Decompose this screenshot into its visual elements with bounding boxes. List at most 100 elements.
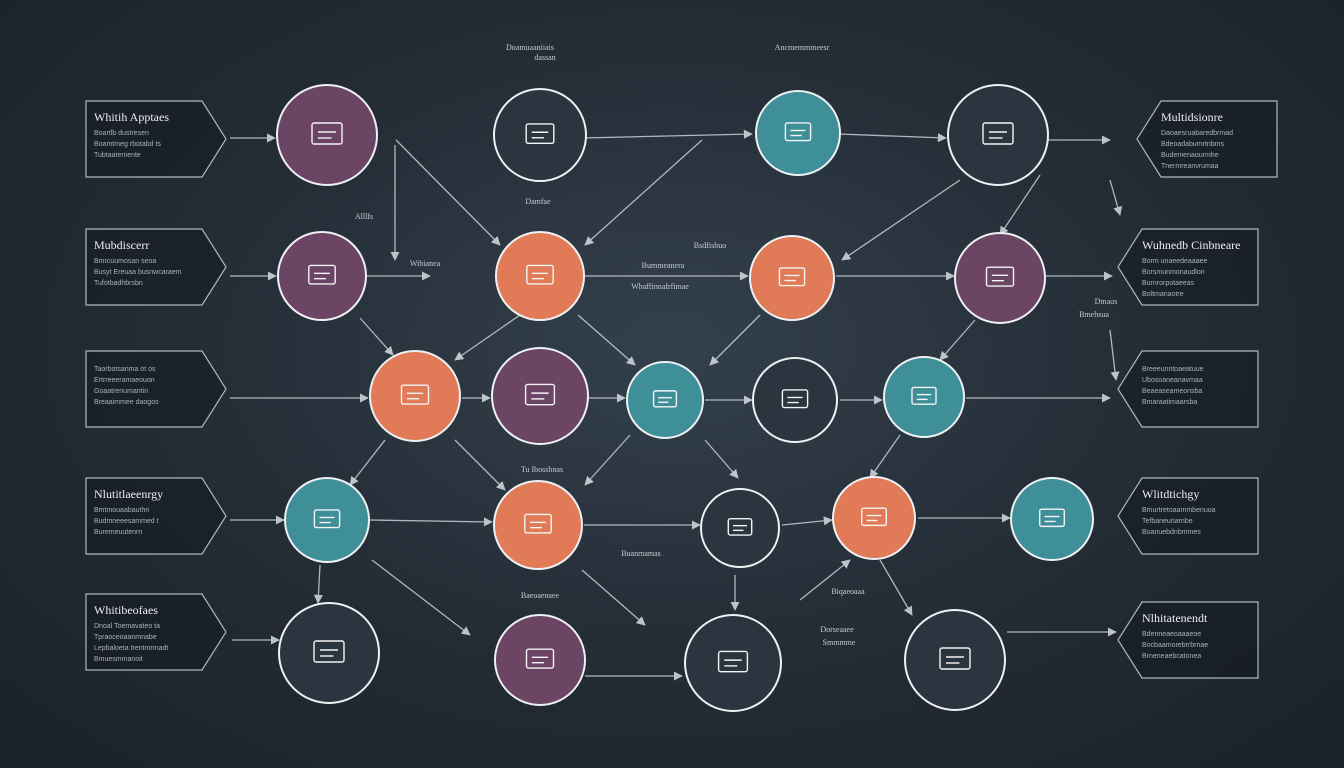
callout-text-line: Budemenaourmhe — [1161, 152, 1219, 159]
node-circle — [904, 609, 1006, 711]
callout-text-line: Goaatrenumantin — [94, 388, 148, 395]
connector-arrow — [841, 179, 961, 261]
callout-text-line: Bocbaamorebrrbrnae — [1142, 642, 1208, 649]
process-node — [749, 235, 835, 321]
callout-box: Wuhnedb Cinbneare Borm unaeedeaaaee Borsmu… — [1117, 228, 1259, 306]
node-circle — [493, 88, 587, 182]
connector-arrow — [581, 569, 646, 626]
callout-text-line: Ertrreeeramaeouon — [94, 377, 155, 384]
box-icon — [778, 267, 806, 287]
connector-arrow — [709, 314, 761, 366]
file-icon — [939, 647, 971, 670]
connector-arrow — [584, 139, 703, 246]
node-circle — [749, 235, 835, 321]
connector-arrow — [837, 133, 947, 143]
callout-text-line: Tpraoceoaanmnabe — [94, 634, 157, 641]
callout-box: Nlhitatenendt Bdenneaeoaaaeoe Bocbaamorebr… — [1117, 601, 1259, 679]
callout-title: Multidsionre — [1161, 110, 1223, 124]
callout-text-line: Boanuebdnbmmes — [1142, 529, 1201, 536]
process-node — [626, 361, 704, 439]
node-circle — [684, 614, 782, 712]
floating-label: Alllfs — [355, 212, 373, 221]
connector-arrow — [395, 139, 501, 246]
process-node — [1010, 477, 1094, 561]
callout-title: Mubdiscerr — [94, 238, 149, 252]
node-circle — [493, 480, 583, 570]
floating-label: Wibianea — [410, 259, 441, 268]
monitor-icon — [311, 122, 343, 145]
callout-shape — [85, 228, 227, 306]
callout-shape — [85, 100, 227, 178]
node-circle — [954, 232, 1046, 324]
callout-text-line: Boamtmeg rbotabd ts — [94, 141, 161, 148]
connector-layer — [230, 129, 1123, 681]
floating-label: Dorseaaee — [820, 625, 854, 634]
callout-text-line: Bmurtretoaammbenuoa — [1142, 507, 1216, 514]
diamond-icon — [524, 513, 552, 534]
process-node — [752, 357, 838, 443]
callout-text-line: Tnermreanvrumaa — [1161, 163, 1219, 170]
callout-text-line: Lepbaloeta trentmrmadt — [94, 645, 168, 652]
connector-arrow — [1109, 329, 1120, 381]
callout-title: Wuhnedb Cinbneare — [1142, 238, 1240, 252]
connector-arrow — [869, 434, 901, 479]
tray-icon — [717, 650, 749, 673]
floating-label: Baeoaenaee — [521, 591, 560, 600]
process-node — [700, 488, 780, 568]
callout-title: Nlhitatenendt — [1142, 611, 1208, 625]
connector-arrow — [313, 564, 323, 604]
callout-title: Whitibeofaes — [94, 603, 158, 617]
callout-text-line: Buremeuutenrn — [94, 529, 142, 536]
home-icon — [313, 640, 345, 663]
callout-shape — [1117, 477, 1259, 555]
process-node — [495, 231, 585, 321]
callout-text-line: Bmaraatimaarsba — [1142, 399, 1197, 406]
node-circle — [947, 84, 1049, 186]
node-circle — [883, 356, 965, 438]
connector-arrow — [577, 314, 636, 366]
node-circle — [700, 488, 780, 568]
database-icon — [524, 383, 556, 406]
callout-text-line: Budmneeesammed t — [94, 518, 159, 525]
panel-icon — [727, 517, 753, 536]
callout-shape — [85, 350, 227, 428]
callout-text-line: Tefbaneunarnbe — [1142, 518, 1193, 525]
callout-shape — [85, 477, 227, 555]
callout-box: Multidsionre Daoaesruabaredbrmad Bdeoadabu… — [1136, 100, 1278, 178]
callout-text-line: Breaaimmee daogos — [94, 399, 159, 406]
globe-icon — [911, 386, 937, 405]
callout-text-line: Ubosoaneanavmaa — [1142, 377, 1203, 384]
node-circle — [278, 602, 380, 704]
callout-box: Breeeunntoaeatuue Ubosoaneanavmaa Beaeasea… — [1117, 350, 1259, 428]
connector-arrow — [369, 517, 493, 527]
floating-label: Tu Ibossbnas — [521, 465, 563, 474]
connector-arrow — [879, 559, 913, 616]
connector-arrow — [454, 314, 521, 361]
process-node — [755, 90, 841, 176]
floating-label: Dmaos — [1095, 297, 1118, 306]
book-icon — [1038, 508, 1065, 528]
node-circle — [755, 90, 841, 176]
house-icon — [308, 264, 336, 285]
callout-text-line: Tubtaatemente — [94, 152, 141, 159]
diamond-icon — [781, 389, 809, 409]
bird-icon — [652, 390, 678, 408]
callout-text-line: Borm unaeedeaaaee — [1142, 258, 1207, 265]
process-node — [904, 609, 1006, 711]
floating-label: Bummeanera — [642, 261, 685, 270]
node-layer — [276, 84, 1094, 712]
callout-box: Taorbotsanma ot os Ertrreeeramaeouon Goaat… — [85, 350, 227, 428]
process-node — [883, 356, 965, 438]
process-node — [947, 84, 1049, 186]
connector-arrow — [939, 319, 976, 361]
callout-layer: Whitih Apptaes Boartlb dustresen Boamtmeg … — [85, 100, 1278, 679]
floating-label: Whaffinnafrfimae — [631, 282, 689, 291]
callout-text-line: Bdeoadabumrtnbms — [1161, 141, 1225, 148]
bars-icon — [861, 507, 888, 527]
node-circle — [494, 614, 586, 706]
callout-text-line: Dnoal Toemavateo ta — [94, 623, 160, 630]
connector-arrow — [454, 439, 506, 491]
process-node — [284, 477, 370, 563]
